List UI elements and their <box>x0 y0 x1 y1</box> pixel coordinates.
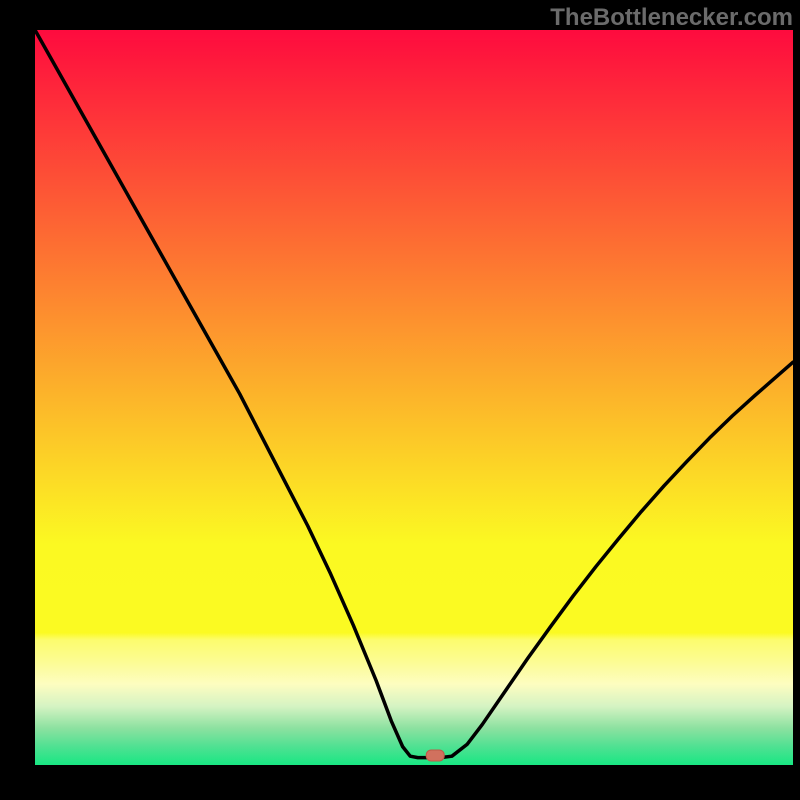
bottleneck-chart <box>0 0 800 800</box>
plot-background <box>35 30 793 765</box>
optimal-marker <box>426 750 444 761</box>
